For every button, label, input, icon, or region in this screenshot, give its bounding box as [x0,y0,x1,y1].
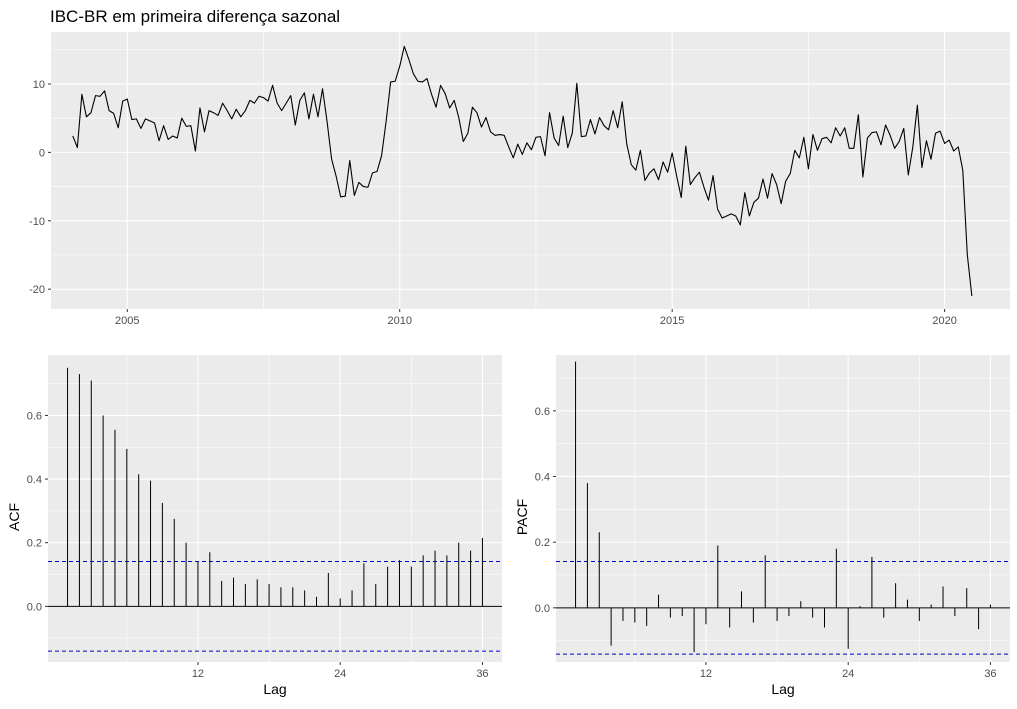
y-tick-label: 0.2 [27,538,42,550]
y-tick-label: 0.6 [27,410,42,422]
y-tick-label: 0.4 [27,474,42,486]
acf-panel: 12 24 36 0.0 0.2 0.4 0.6 [27,355,502,680]
x-tick-label: 12 [700,668,712,680]
plot-background [48,355,502,662]
y-tick-label: 0.0 [27,601,42,613]
time-series-panel: 2005 2010 2015 2020 -20 -10 0 10 [29,32,1010,327]
y-tick-label: 10 [33,79,45,91]
x-tick-label: 36 [476,668,488,680]
y-tick-label: 0 [39,147,45,159]
x-tick-label: 2010 [387,315,411,327]
y-tick-label: 0.4 [535,471,550,483]
y-tick-label: 0.0 [535,603,550,615]
x-tick-label: 2020 [932,315,956,327]
y-tick-label: 0.2 [535,537,550,549]
x-tick-label: 2015 [660,315,684,327]
acf-x-axis-label: Lag [263,681,286,697]
pacf-y-axis-label: PACF [514,499,530,535]
x-tick-label: 12 [192,668,204,680]
pacf-panel: 12 24 36 0.0 0.2 0.4 0.6 [535,355,1010,680]
plot-background [51,32,1010,309]
series-line [72,45,973,297]
y-tick-label: 0.6 [535,406,550,418]
pacf-x-axis-label: Lag [771,681,794,697]
chart-title: IBC-BR em primeira diferença sazonal [50,7,340,26]
acf-y-axis-label: ACF [6,503,22,531]
x-tick-label: 24 [334,668,346,680]
x-tick-label: 36 [984,668,996,680]
x-tick-label: 24 [842,668,854,680]
plot-background [556,355,1010,662]
y-tick-label: -20 [29,284,45,296]
y-tick-label: -10 [29,216,45,228]
x-tick-label: 2005 [115,315,139,327]
